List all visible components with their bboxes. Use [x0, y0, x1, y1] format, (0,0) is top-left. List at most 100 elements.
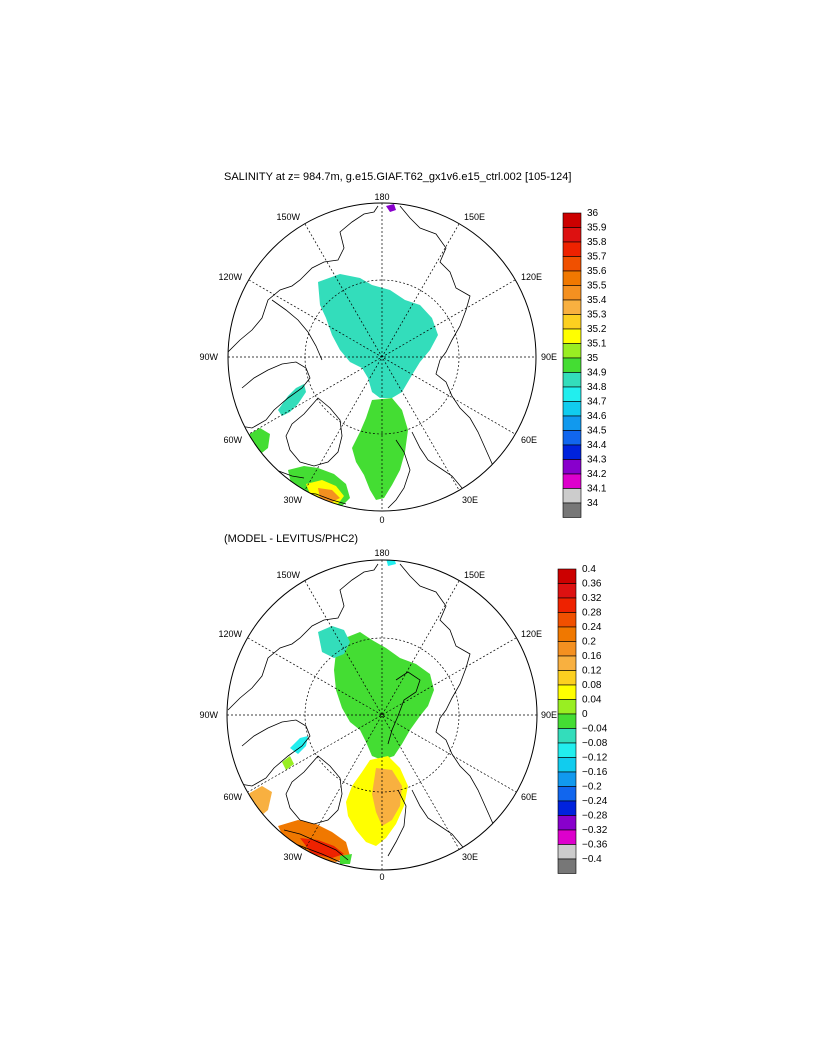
- colorbar-swatch: [557, 728, 577, 744]
- colorbar-swatch: [557, 771, 577, 787]
- salinity-panel: SALINITY at z= 984.7m, g.e15.GIAF.T62_gx…: [199, 171, 607, 525]
- lon-label-120e: 120E: [521, 272, 542, 282]
- colorbar-swatch: [557, 858, 577, 874]
- colorbar-label: 0.28: [582, 608, 602, 619]
- field-green-nordic: [352, 398, 408, 500]
- colorbar-label: 35.1: [587, 339, 607, 350]
- field-red-atlantic: [300, 838, 344, 858]
- colorbar-swatch: [562, 401, 582, 417]
- colorbar-label: 35.5: [587, 281, 607, 292]
- colorbar-swatch: [562, 444, 582, 460]
- colorbar-label: 35.3: [587, 310, 607, 321]
- colorbar-swatch: [557, 800, 577, 816]
- polar-map: 180 0 90W 90E 150W 150E 120W 120E 60W 60…: [199, 192, 607, 525]
- field-cyan-baffin: [278, 384, 306, 416]
- colorbar-label: 0.16: [582, 651, 602, 662]
- colorbar-label: 35.2: [587, 324, 607, 335]
- lon-label-60e: 60E: [521, 792, 537, 802]
- panel-title: (MODEL - LEVITUS/PHC2): [224, 533, 359, 545]
- colorbar-swatch: [557, 641, 577, 657]
- colorbar-label: −0.08: [582, 738, 608, 749]
- colorbar-label: 35.8: [587, 237, 607, 248]
- colorbar-label: −0.28: [582, 811, 608, 822]
- colorbar-swatch: [562, 430, 582, 446]
- lon-label-60w: 60W: [223, 792, 242, 802]
- field-green-labrador: [246, 428, 270, 456]
- polar-map: 180 0 90W 90E 150W 150E 120W 120E 60W 60…: [199, 548, 608, 882]
- difference-panel: (MODEL - LEVITUS/PHC2): [0, 530, 818, 1055]
- colorbar-swatch: [562, 415, 582, 431]
- lon-label-left: 90W: [199, 352, 218, 362]
- colorbar-swatch: [557, 757, 577, 773]
- lon-labels: 180 0 90W 90E 150W 150E 120W 120E 60W 60…: [199, 192, 557, 525]
- lon-label-60w: 60W: [223, 435, 242, 445]
- colorbar-label: 0.4: [582, 564, 596, 575]
- field-cyan-central: [318, 274, 438, 398]
- map-boundary: [226, 559, 538, 871]
- colorbar-swatch: [557, 655, 577, 671]
- colorbar-label: 0.04: [582, 695, 602, 706]
- colorbar-swatch: [562, 227, 582, 243]
- colorbar-swatch: [562, 299, 582, 315]
- field-orange-atlantic: [318, 488, 340, 502]
- colorbar-swatch: [562, 270, 582, 286]
- colorbar-label: 35.9: [587, 223, 607, 234]
- lon-label-bottom: 0: [379, 515, 384, 525]
- colorbar-label: 34.7: [587, 397, 607, 408]
- colorbar-swatch: [562, 256, 582, 272]
- colorbar-swatch: [562, 285, 582, 301]
- field-purple-bering: [386, 204, 396, 212]
- lon-label-150e: 150E: [464, 570, 485, 580]
- lon-label-30e: 30E: [462, 852, 478, 862]
- colorbar-label: 34.4: [587, 440, 607, 451]
- colorbar-label: 34.9: [587, 368, 607, 379]
- graticule: [228, 203, 536, 511]
- colorbar-label: 0.32: [582, 593, 602, 604]
- lon-label-right: 90E: [541, 710, 557, 720]
- colorbar-swatch: [562, 488, 582, 504]
- colorbar-swatch: [557, 597, 577, 613]
- field-cyan-canada: [318, 626, 350, 658]
- colorbar-label: 0.2: [582, 637, 596, 648]
- lon-label-120w: 120W: [218, 629, 242, 639]
- lon-label-30e: 30E: [462, 495, 478, 505]
- coastlines: [228, 205, 501, 509]
- colorbar-label: −0.4: [582, 854, 602, 865]
- field-cyan-baffin: [290, 736, 308, 754]
- colorbar-swatch: [557, 742, 577, 758]
- lon-label-30w: 30W: [283, 495, 302, 505]
- colorbar-label: 34.6: [587, 411, 607, 422]
- map-boundary: [227, 202, 537, 512]
- colorbar-label: 0: [582, 709, 588, 720]
- panel-title: SALINITY at z= 984.7m, g.e15.GIAF.T62_gx…: [224, 171, 572, 183]
- colorbar-label: 34: [587, 498, 599, 509]
- lon-label-30w: 30W: [283, 852, 302, 862]
- colorbar-label: −0.2: [582, 782, 602, 793]
- field-cyan-bering: [386, 560, 396, 566]
- colorbar-swatch: [557, 829, 577, 845]
- lon-label-bottom: 0: [379, 872, 384, 882]
- field-green-gulf: [340, 854, 352, 864]
- colorbar-swatch: [562, 241, 582, 257]
- lon-label-120w: 120W: [218, 272, 242, 282]
- colorbar-label: 34.3: [587, 455, 607, 466]
- colorbar-label: −0.04: [582, 724, 608, 735]
- colorbar-label: 0.24: [582, 622, 602, 633]
- lon-label-60e: 60E: [521, 435, 537, 445]
- colorbar-swatch: [557, 699, 577, 715]
- colorbar-swatch: [562, 343, 582, 359]
- colorbar-label: −0.12: [582, 753, 608, 764]
- colorbar-swatch: [562, 459, 582, 475]
- colorbar-swatch: [562, 314, 582, 330]
- colorbar-swatch: [557, 583, 577, 599]
- coastlines: [227, 563, 501, 863]
- colorbar-label: −0.24: [582, 796, 608, 807]
- colorbar-swatch: [562, 502, 582, 518]
- colorbar-swatch: [562, 386, 582, 402]
- colorbar-swatch: [557, 815, 577, 831]
- colorbar-label: 34.8: [587, 382, 607, 393]
- colorbar-swatch: [557, 786, 577, 802]
- colorbar: 36 35.9 35.8 35.7 35.6 35.5 35.4 35.3 35.2 35.1 35…: [562, 208, 607, 518]
- lon-label-top: 180: [374, 548, 389, 558]
- field-orange-nordic: [372, 768, 402, 826]
